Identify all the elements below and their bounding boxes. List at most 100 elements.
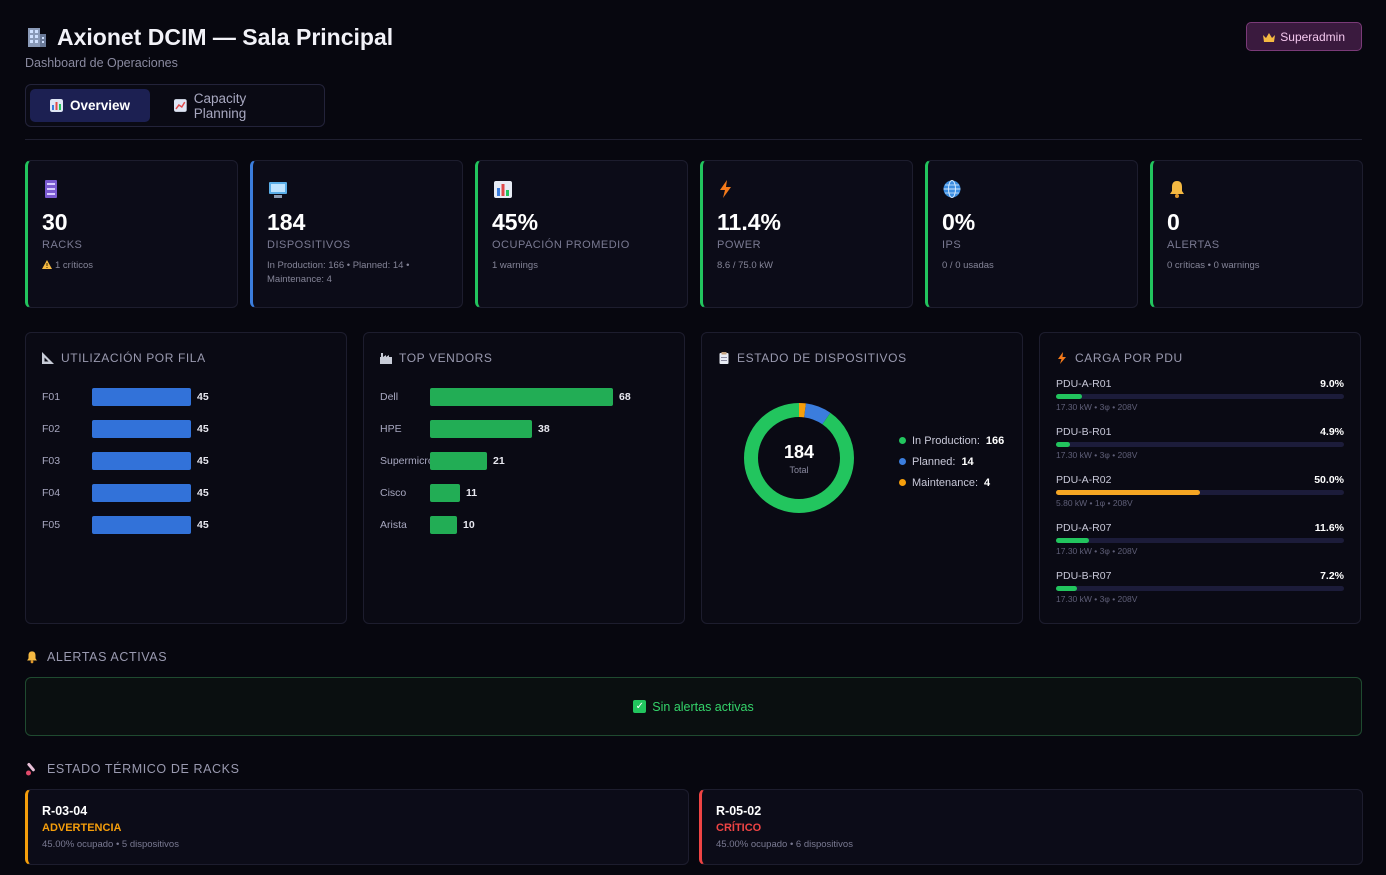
view-tabs: Overview Capacity Planning <box>25 84 325 127</box>
thermal-section-title: ESTADO TÉRMICO DE RACKS <box>25 762 240 776</box>
ruler-icon <box>42 352 54 364</box>
superadmin-button[interactable]: Superadmin <box>1246 22 1362 51</box>
bar[interactable] <box>430 388 613 406</box>
panel-carga-por-pdu: CARGA POR PDU PDU-A-R01 9.0% 17.30 kW • 3φ… <box>1039 332 1361 624</box>
bar-value: 45 <box>197 423 209 435</box>
stat-label: OCUPACIÓN PROMEDIO <box>492 239 630 251</box>
donut-legend: In Production: 166 Planned: 14 Maintenance… <box>899 430 1004 493</box>
legend-item: Maintenance: 4 <box>899 472 1004 493</box>
building-icon <box>28 28 46 47</box>
pdu-load-track <box>1056 586 1344 591</box>
bar[interactable] <box>430 452 487 470</box>
stat-label: DISPOSITIVOS <box>267 239 351 251</box>
thermal-card-critical[interactable]: R-05-02 CRÍTICO 45.00% ocupado • 6 dispo… <box>699 789 1363 865</box>
tab-overview[interactable]: Overview <box>30 89 151 122</box>
pdu-item[interactable]: PDU-A-R07 11.6% 17.30 kW • 3φ • 208V <box>1056 522 1344 562</box>
pdu-name: PDU-B-R01 <box>1056 426 1112 438</box>
pdu-header: PDU-B-R07 7.2% <box>1056 570 1344 582</box>
computer-icon <box>269 182 287 198</box>
thermal-cards: R-03-04 ADVERTENCIA 45.00% ocupado • 5 d… <box>25 789 1363 865</box>
pdu-load-pct: 4.9% <box>1320 426 1344 438</box>
pdu-load-fill <box>1056 586 1077 591</box>
panels-row: UTILIZACIÓN POR FILA F01 45 F02 45 F03 45 F04 4… <box>25 332 1361 624</box>
stat-subtext: In Production: 166 • Planned: 14 • Maint… <box>267 260 410 285</box>
bar[interactable] <box>92 516 191 534</box>
panel-title: TOP VENDORS <box>380 351 668 365</box>
bar[interactable] <box>430 420 532 438</box>
panel-estado-dispositivos: ESTADO DE DISPOSITIVOS 184 Total In Prod… <box>701 332 1023 624</box>
stat-subtext: 0 críticas • 0 warnings <box>1167 260 1260 271</box>
stat-card-racks[interactable]: 30 RACKS 1 críticos <box>25 160 238 308</box>
chart-icon <box>494 181 512 198</box>
bar-value: 68 <box>619 391 631 403</box>
pdu-load-track <box>1056 442 1344 447</box>
panel-title: ESTADO DE DISPOSITIVOS <box>718 351 1006 365</box>
tab-capacity-planning[interactable]: Capacity Planning <box>154 89 320 122</box>
pdu-load-track <box>1056 538 1344 543</box>
panel-title: UTILIZACIÓN POR FILA <box>42 351 330 365</box>
thermal-status: CRÍTICO <box>716 822 762 834</box>
legend-value: 166 <box>985 434 1005 447</box>
pdu-load-pct: 50.0% <box>1314 474 1344 486</box>
stat-card-alertas[interactable]: 0 ALERTAS 0 críticas • 0 warnings <box>1150 160 1363 308</box>
bar[interactable] <box>430 484 460 502</box>
stat-card-ips[interactable]: 0% IPS 0 / 0 usadas <box>925 160 1138 308</box>
pdu-item[interactable]: PDU-B-R01 4.9% 17.30 kW • 3φ • 208V <box>1056 426 1344 466</box>
stat-card-power[interactable]: 11.4% POWER 8.6 / 75.0 kW <box>700 160 913 308</box>
pdu-load-pct: 11.6% <box>1314 522 1344 534</box>
donut-slice-maintenance[interactable] <box>744 403 854 513</box>
thermal-detail: 45.00% ocupado • 6 dispositivos <box>716 839 853 850</box>
bar-value: 45 <box>197 455 209 467</box>
pdu-load-pct: 9.0% <box>1320 378 1344 390</box>
pdu-item[interactable]: PDU-A-R02 50.0% 5.80 kW • 1φ • 208V <box>1056 474 1344 514</box>
legend-value: 4 <box>984 476 991 489</box>
pdu-load-fill <box>1056 538 1090 543</box>
stats-row: 30 RACKS 1 críticos 184 DISPOSITIVOS In … <box>25 160 1363 308</box>
rack-id: R-03-04 <box>42 804 88 818</box>
bar-value: 45 <box>197 519 209 531</box>
stat-value: 184 <box>267 209 306 235</box>
pdu-item[interactable]: PDU-A-R01 9.0% 17.30 kW • 3φ • 208V <box>1056 378 1344 418</box>
pdu-spec: 5.80 kW • 1φ • 208V <box>1056 498 1133 508</box>
bar[interactable] <box>430 516 457 534</box>
legend-dot <box>899 479 906 486</box>
legend-label: Maintenance: <box>912 476 979 489</box>
legend-value: 14 <box>961 455 974 468</box>
stat-card-dispositivos[interactable]: 184 DISPOSITIVOS In Production: 166 • Pl… <box>250 160 463 308</box>
pdu-header: PDU-A-R07 11.6% <box>1056 522 1344 534</box>
bar-row: Supermicro 21 <box>380 452 505 470</box>
tab-overview-label: Overview <box>70 98 131 113</box>
clipboard-icon <box>719 352 729 364</box>
bar-row: Arista 10 <box>380 516 475 534</box>
globe-icon <box>943 180 961 198</box>
pdu-load-track <box>1056 394 1344 399</box>
stat-card-ocupacion[interactable]: 45% OCUPACIÓN PROMEDIO 1 warnings <box>475 160 688 308</box>
rack-id: R-05-02 <box>716 804 762 818</box>
thermal-card-warning[interactable]: R-03-04 ADVERTENCIA 45.00% ocupado • 5 d… <box>25 789 689 865</box>
bar-row: HPE 38 <box>380 420 550 438</box>
donut-total-label: Total <box>789 465 808 475</box>
warning-icon <box>42 260 52 269</box>
bar[interactable] <box>92 388 191 406</box>
bar-row: F03 45 <box>42 452 209 470</box>
page-title: Axionet DCIM — Sala Principal <box>25 22 1362 52</box>
bar[interactable] <box>92 484 191 502</box>
bar-row: F01 45 <box>42 388 209 406</box>
bar[interactable] <box>92 420 191 438</box>
tab-capacity-planning-label: Capacity Planning <box>193 90 247 121</box>
legend-label: Planned: <box>912 455 956 468</box>
bar-label: Arista <box>380 519 407 531</box>
stat-subtext: 0 / 0 usadas <box>942 260 994 271</box>
pdu-spec: 17.30 kW • 3φ • 208V <box>1056 594 1138 604</box>
crown-icon <box>1263 32 1276 42</box>
pdu-name: PDU-A-R07 <box>1056 522 1112 534</box>
pdu-item[interactable]: PDU-B-R07 7.2% 17.30 kW • 3φ • 208V <box>1056 570 1344 610</box>
bell-icon <box>1170 181 1184 198</box>
bar-value: 10 <box>463 519 475 531</box>
device-status-donut: 184 Total <box>744 403 854 513</box>
thermometer-icon <box>26 762 35 776</box>
pdu-header: PDU-A-R02 50.0% <box>1056 474 1344 486</box>
bar[interactable] <box>92 452 191 470</box>
bar-row: Cisco 11 <box>380 484 477 502</box>
bar-chart-icon <box>50 99 63 112</box>
